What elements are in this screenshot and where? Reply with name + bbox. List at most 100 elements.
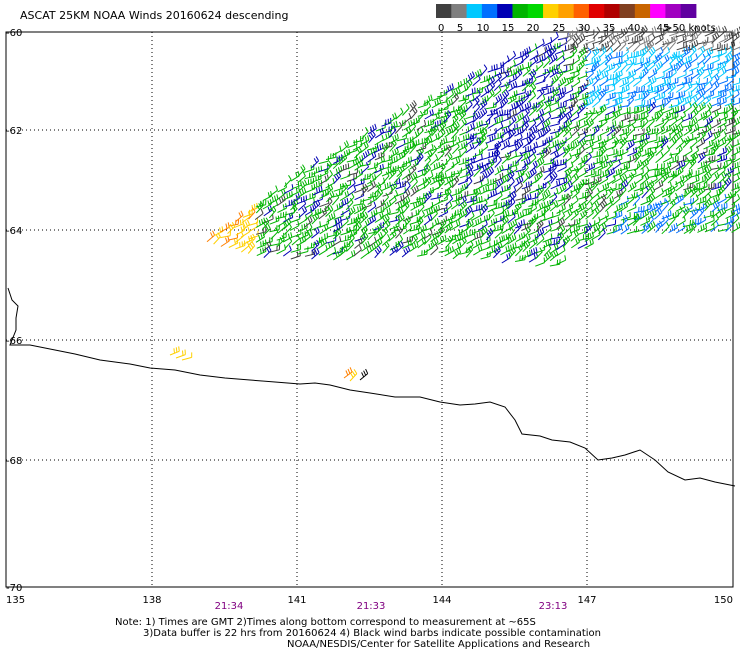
wind-barb	[655, 137, 665, 150]
wind-barb	[410, 106, 418, 120]
wind-barb	[493, 101, 503, 113]
wind-barb	[599, 211, 609, 221]
wind-barb	[711, 200, 720, 213]
wind-barb	[641, 85, 653, 93]
wind-barb	[634, 188, 644, 199]
wind-barb	[696, 67, 705, 80]
wind-barb	[598, 104, 607, 116]
wind-barb	[395, 139, 406, 149]
wind-barb	[515, 244, 523, 257]
wind-barb	[639, 208, 649, 220]
wind-barb	[304, 222, 313, 235]
wind-barb	[571, 187, 580, 199]
wind-barb	[625, 139, 635, 151]
wind-barb	[731, 138, 740, 148]
wind-barb	[479, 152, 490, 161]
wind-barb	[181, 352, 193, 361]
legend-label: 35	[603, 23, 616, 34]
wind-barb	[472, 74, 481, 87]
wind-barb	[730, 66, 740, 79]
wind-barb	[541, 140, 551, 152]
legend-swatch	[558, 4, 575, 18]
wind-barb	[269, 185, 278, 197]
wind-barb	[332, 145, 342, 157]
wind-barb	[577, 239, 588, 249]
wind-barb	[606, 174, 616, 186]
wind-barb	[500, 209, 510, 221]
wind-barb	[347, 185, 357, 197]
wind-barb	[639, 132, 650, 143]
time-label: 23:13	[539, 601, 568, 612]
wind-barb	[408, 164, 417, 177]
wind-barb	[381, 192, 390, 205]
wind-barb	[633, 159, 643, 172]
wind-barb	[570, 173, 579, 186]
legend-swatch	[650, 4, 666, 18]
wind-barb	[367, 201, 377, 213]
wind-barb	[248, 230, 259, 240]
wind-barb	[473, 164, 481, 178]
wind-barb	[682, 157, 690, 170]
wind-barb	[711, 181, 722, 191]
wind-barb	[311, 247, 320, 260]
wind-barb	[485, 158, 495, 171]
wind-barb	[590, 169, 602, 178]
wind-barb	[570, 46, 578, 59]
wind-barb	[535, 122, 545, 134]
wind-barb	[542, 189, 551, 202]
wind-barb	[550, 87, 559, 99]
wind-barb	[599, 182, 610, 193]
wind-barb	[697, 101, 706, 114]
wind-barb	[535, 115, 545, 128]
wind-barb	[437, 225, 446, 238]
wind-barb	[668, 116, 678, 128]
wind-barb	[248, 207, 256, 220]
wind-barb	[627, 172, 635, 185]
wind-barb	[291, 228, 302, 238]
wind-barb	[248, 221, 259, 233]
wind-barb	[570, 139, 580, 152]
wind-barb	[585, 162, 596, 172]
wind-barb	[578, 196, 587, 208]
legend-swatch	[512, 4, 529, 18]
wind-barb	[520, 51, 530, 63]
wind-barb	[465, 211, 475, 223]
wind-barb	[529, 215, 537, 228]
wind-barb	[387, 155, 398, 166]
wind-barb	[620, 155, 631, 165]
wind-barb	[585, 193, 593, 207]
lat-label: -68	[6, 456, 22, 467]
wind-barb	[247, 241, 256, 254]
wind-barb	[485, 166, 495, 179]
lat-label: -70	[6, 583, 22, 594]
wind-barb	[725, 144, 734, 157]
wind-barb	[605, 39, 614, 52]
wind-barb	[473, 137, 482, 150]
wind-barb	[500, 69, 510, 82]
wind-barb	[618, 39, 627, 52]
wind-barb	[641, 89, 650, 102]
wind-barb	[563, 174, 572, 187]
wind-barb	[465, 162, 474, 175]
wind-barb	[695, 137, 706, 149]
wind-barb	[675, 159, 686, 171]
wind-barb	[697, 88, 706, 101]
wind-barb	[689, 221, 697, 234]
wind-barb	[528, 68, 537, 82]
wind-barb	[465, 156, 475, 167]
wind-barb	[486, 224, 496, 236]
wind-barb	[508, 246, 517, 259]
wind-barb	[577, 70, 588, 80]
wind-barb	[514, 68, 523, 81]
wind-barb	[619, 71, 630, 81]
wind-barb	[528, 104, 537, 117]
wind-barb	[535, 257, 546, 267]
wind-barb	[325, 205, 334, 217]
wind-barb	[359, 368, 369, 381]
wind-barb	[403, 223, 413, 235]
wind-barb	[634, 150, 642, 163]
wind-barb	[409, 171, 418, 184]
wind-barb	[562, 235, 571, 248]
wind-barb	[697, 111, 708, 122]
legend-swatch	[619, 4, 636, 18]
